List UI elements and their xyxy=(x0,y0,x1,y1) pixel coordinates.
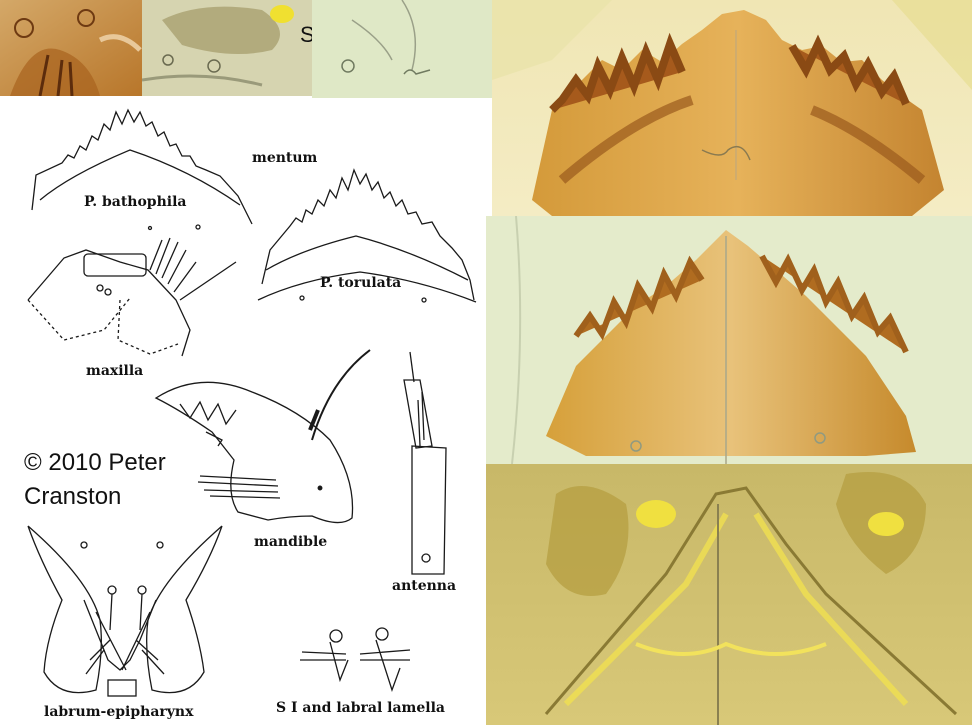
micrograph-mentum-1 xyxy=(492,0,972,216)
copyright-line-1: © 2010 Peter xyxy=(24,449,166,476)
label-maxilla: maxilla xyxy=(86,363,144,379)
label-antenna: antenna xyxy=(392,578,457,594)
labrum-drawing xyxy=(27,525,223,697)
label-p-torulata: P. torulata xyxy=(320,275,402,291)
mentum-torulata-drawing xyxy=(257,168,477,303)
label-si-labral-lamella: S I and labral lamella xyxy=(276,700,445,716)
micro-strip-1 xyxy=(0,0,142,96)
micrograph-mentum-3 xyxy=(486,464,972,725)
copyright-line-2: Cranston xyxy=(24,483,122,510)
micrograph-mentum-2 xyxy=(486,216,972,464)
mandible-drawing xyxy=(154,349,371,524)
micro-strip-3 xyxy=(312,0,492,98)
label-mandible: mandible xyxy=(254,534,328,550)
maxilla-drawing xyxy=(27,237,237,357)
copyright-notice: © 2010 Peter Cranston xyxy=(24,446,166,514)
antenna-drawing xyxy=(403,351,447,575)
mentum-bathophila-drawing xyxy=(31,108,253,225)
si-label: SI xyxy=(300,22,312,47)
si-lamella-drawing xyxy=(300,627,411,693)
label-mentum: mentum xyxy=(252,150,318,166)
micro-strip-2: SI xyxy=(142,0,312,96)
label-labrum-epipharynx: labrum-epipharynx xyxy=(44,704,194,720)
label-p-bathophila: P. bathophila xyxy=(84,194,187,210)
line-art-drawings xyxy=(27,108,477,697)
